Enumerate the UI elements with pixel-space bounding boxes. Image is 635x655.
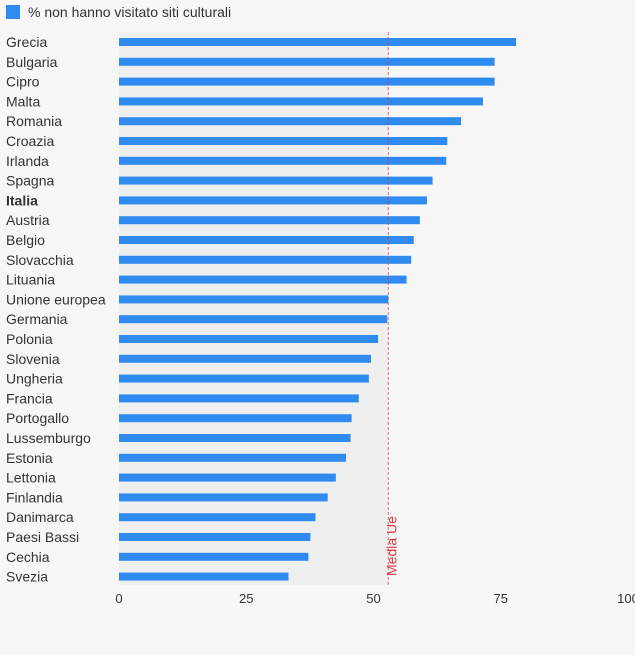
reference-line-label: Media Ue	[383, 516, 399, 576]
x-tick-label: 75	[494, 591, 508, 606]
bar	[119, 57, 495, 66]
category-label: Lussemburgo	[6, 430, 91, 446]
category-label: Portogallo	[6, 410, 69, 426]
bar	[119, 374, 369, 383]
bar	[119, 255, 412, 264]
category-label: Lituania	[6, 272, 55, 288]
legend: % non hanno visitato siti culturali	[6, 4, 231, 20]
category-label: Paesi Bassi	[6, 529, 79, 545]
category-label: Austria	[6, 212, 50, 228]
category-label: Cipro	[6, 74, 40, 90]
category-label: Spagna	[6, 173, 54, 189]
category-label: Malta	[6, 93, 40, 109]
shaded-region	[119, 32, 389, 585]
bar	[119, 572, 289, 581]
bar	[119, 434, 351, 442]
bar	[119, 117, 462, 126]
bar	[119, 354, 371, 363]
bar	[119, 216, 420, 225]
x-tick-label: 25	[239, 591, 253, 606]
bar	[119, 552, 309, 561]
bar	[119, 473, 336, 482]
category-label: Romania	[6, 113, 62, 129]
bar	[119, 453, 347, 462]
category-label: Lettonia	[6, 470, 56, 486]
category-label: Italia	[6, 192, 38, 208]
category-label: Slovenia	[6, 351, 60, 367]
bar	[119, 38, 517, 46]
x-tick-label: 0	[115, 591, 122, 606]
category-label: Croazia	[6, 133, 54, 149]
category-label: Ungheria	[6, 371, 63, 387]
bar	[119, 513, 316, 522]
bar	[119, 295, 389, 304]
category-label: Germania	[6, 311, 68, 327]
x-tick-label: 100	[617, 591, 635, 606]
category-label: Cechia	[6, 549, 50, 565]
legend-label: % non hanno visitato siti culturali	[28, 4, 232, 20]
bar	[119, 137, 448, 145]
category-label: Francia	[6, 390, 53, 406]
category-label: Slovacchia	[6, 252, 74, 268]
x-tick-label: 50	[366, 591, 380, 606]
category-label: Finlandia	[6, 489, 63, 505]
bar	[119, 236, 414, 244]
category-label: Irlanda	[6, 153, 49, 169]
category-label: Grecia	[6, 34, 47, 50]
bar	[119, 493, 328, 502]
bar	[119, 156, 447, 165]
bar	[119, 394, 359, 403]
category-label: Danimarca	[6, 509, 74, 525]
category-label: Polonia	[6, 331, 53, 347]
bar	[119, 335, 379, 343]
bar	[119, 315, 388, 324]
bar	[119, 533, 311, 541]
bar	[119, 97, 483, 106]
category-label: Svezia	[6, 569, 48, 585]
category-label: Unione europea	[6, 291, 106, 307]
category-label: Estonia	[6, 450, 53, 466]
bar	[119, 414, 352, 423]
bar	[119, 275, 407, 284]
bar	[119, 77, 495, 86]
bar	[119, 176, 433, 185]
category-label: Bulgaria	[6, 54, 58, 70]
legend-swatch	[6, 5, 20, 19]
bar	[119, 196, 427, 205]
category-label: Belgio	[6, 232, 45, 248]
